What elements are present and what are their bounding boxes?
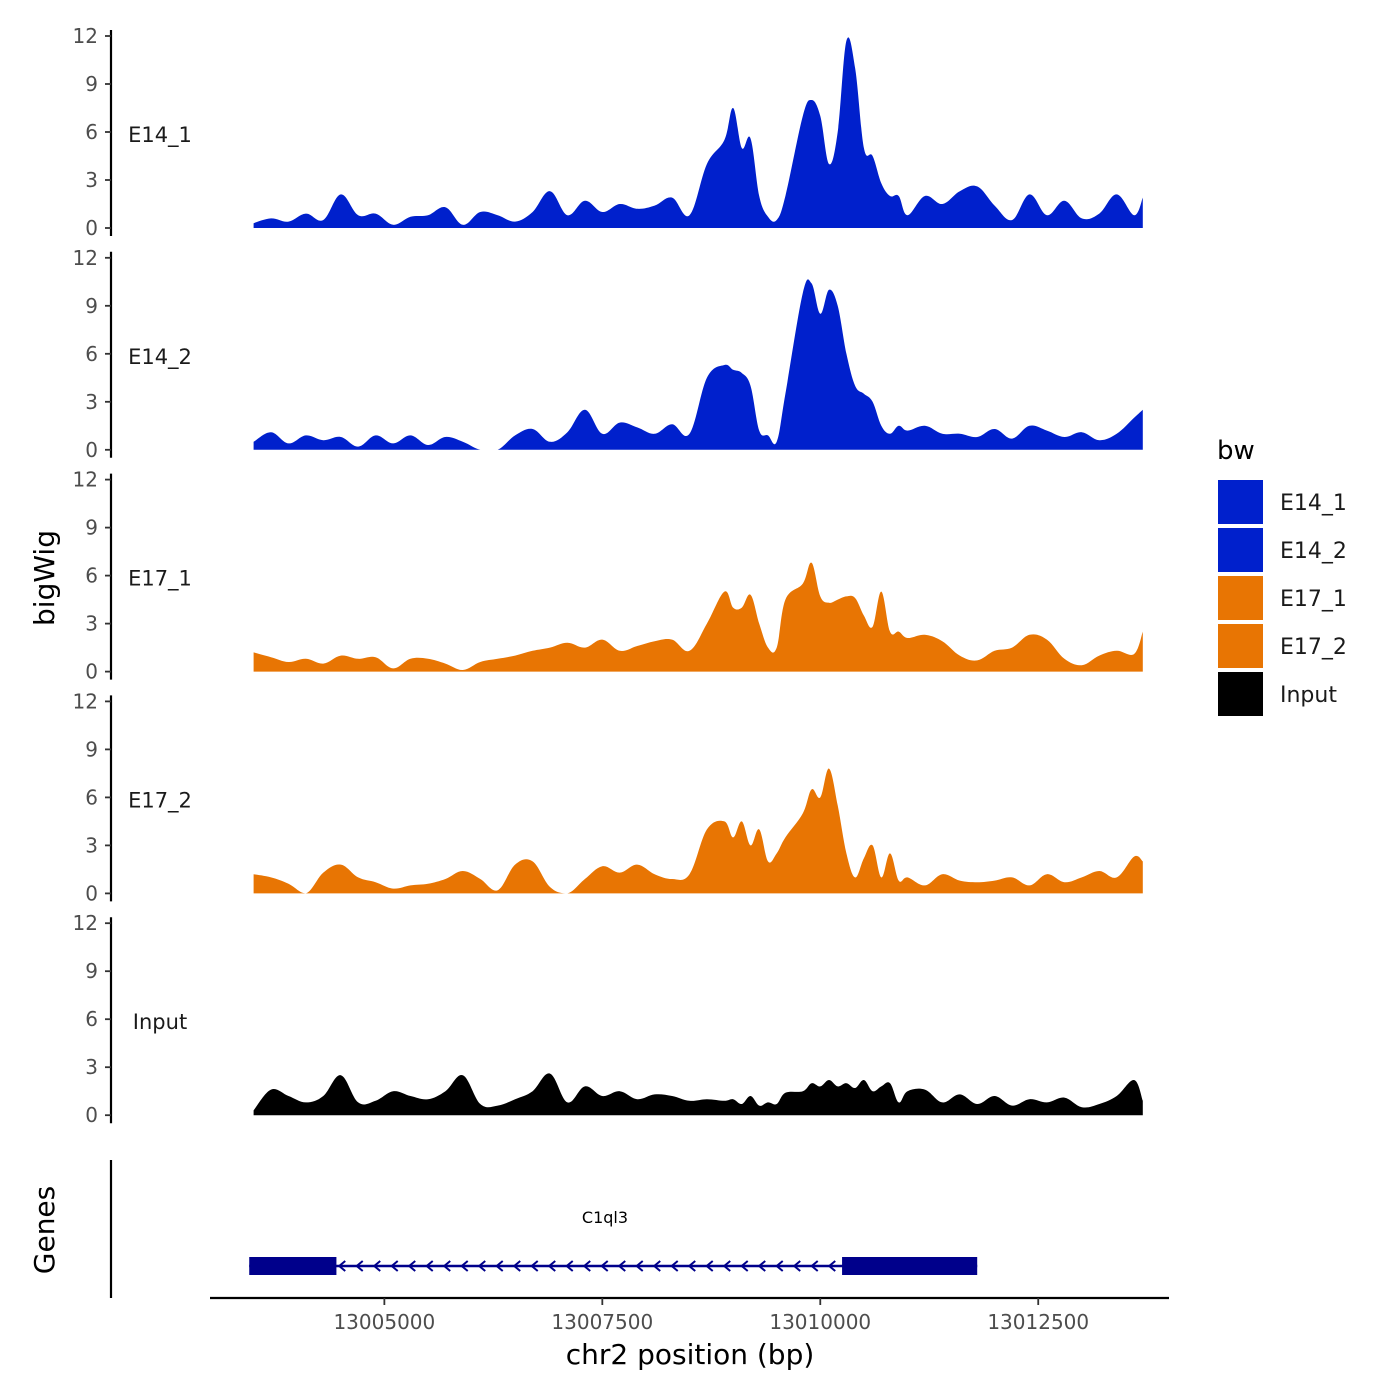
strand-arrow (792, 1260, 801, 1272)
area-Input (253, 1073, 1143, 1116)
y-tick-label: 3 (85, 390, 98, 414)
strand-arrow (407, 1260, 416, 1272)
y-tick-label: 12 (73, 246, 98, 270)
strand-arrow (740, 1260, 749, 1272)
track-label: E17_1 (128, 567, 192, 592)
strand-arrow (582, 1260, 591, 1272)
strand-arrow (670, 1260, 679, 1272)
track-E17_2: 0 3 6 9 12 E17_2 (73, 689, 1143, 905)
legend-swatch-E17_2 (1218, 624, 1263, 668)
track-label: Input (133, 1010, 187, 1034)
strand-arrow (355, 1260, 364, 1272)
strand-arrow (460, 1260, 469, 1272)
y-tick-label: 6 (85, 342, 98, 366)
y-tick-label: 3 (85, 612, 98, 636)
gene-C1ql3: C1ql3 (249, 1208, 978, 1275)
y-tick-label: 9 (85, 959, 98, 983)
strand-arrow (687, 1260, 696, 1272)
y-tick-label: 6 (85, 785, 98, 809)
legend-label-E17_2: E17_2 (1280, 635, 1347, 660)
y-tick-label: 0 (85, 216, 98, 240)
y-tick-label: 3 (85, 168, 98, 192)
strand-arrow (775, 1260, 784, 1272)
track-Input: 0 3 6 9 12 Input (73, 911, 1143, 1127)
area-E17_1 (253, 562, 1143, 672)
strand-arrow (757, 1260, 766, 1272)
track-E14_1: 0 3 6 9 12 E14_1 (73, 24, 1143, 240)
y-tick-label: 0 (85, 1103, 98, 1127)
y-tick-label: 9 (85, 72, 98, 96)
y-tick-label: 6 (85, 564, 98, 588)
track-label: E17_2 (128, 788, 192, 813)
area-E14_2 (253, 279, 1143, 450)
legend: bw E14_1 E14_2 E17_1 E17_2 Input (1217, 436, 1347, 716)
legend-swatch-E14_1 (1218, 480, 1263, 524)
strand-arrow (635, 1260, 644, 1272)
signal-tracks: 0 3 6 9 12 E14_1 0 3 6 9 12 E14_2 0 3 6 9 12 E17_1 0 3 6 9 12 E… (73, 24, 1143, 1127)
y-tick-label: 12 (73, 24, 98, 48)
y-tick-label: 12 (73, 689, 98, 713)
area-E14_1 (253, 37, 1143, 229)
strand-arrow (617, 1260, 626, 1272)
x-axis-title: chr2 position (bp) (566, 1338, 815, 1371)
x-tick-label: 13005000 (333, 1310, 435, 1334)
gene-exon (249, 1257, 337, 1275)
legend-label-E14_2: E14_2 (1280, 539, 1347, 564)
legend-swatch-E17_1 (1218, 576, 1263, 620)
y-tick-label: 9 (85, 294, 98, 318)
track-label: E14_2 (128, 345, 192, 370)
gene-track: C1ql3 (109, 1160, 978, 1298)
strand-arrow (337, 1260, 346, 1272)
track-E17_1: 0 3 6 9 12 E17_1 (73, 468, 1143, 684)
strand-arrow (495, 1260, 504, 1272)
strand-arrow (565, 1260, 574, 1272)
y-tick-label: 12 (73, 468, 98, 492)
strand-arrow (722, 1260, 731, 1272)
strand-arrow (477, 1260, 486, 1272)
gene-label: C1ql3 (582, 1208, 628, 1227)
y-tick-label: 3 (85, 833, 98, 857)
legend-swatch-Input (1218, 672, 1263, 716)
y-axis-title: bigWig (28, 530, 61, 626)
strand-arrow (390, 1260, 399, 1272)
strand-arrow (372, 1260, 381, 1272)
strand-arrow (827, 1260, 836, 1272)
area-E17_2 (253, 768, 1143, 894)
x-tick-label: 13010000 (769, 1310, 871, 1334)
strand-arrow (425, 1260, 434, 1272)
strand-arrow (530, 1260, 539, 1272)
y-tick-label: 0 (85, 660, 98, 684)
y-tick-label: 9 (85, 516, 98, 540)
strand-arrow (600, 1260, 609, 1272)
y-tick-label: 0 (85, 881, 98, 905)
strand-arrow (547, 1260, 556, 1272)
genes-axis-title: Genes (28, 1186, 61, 1274)
y-tick-label: 12 (73, 911, 98, 935)
gene-exon (842, 1257, 978, 1275)
legend-swatch-E14_2 (1218, 528, 1263, 572)
strand-arrow (442, 1260, 451, 1272)
legend-label-E17_1: E17_1 (1280, 587, 1347, 612)
y-tick-label: 6 (85, 120, 98, 144)
strand-arrow (705, 1260, 714, 1272)
y-tick-label: 3 (85, 1055, 98, 1079)
strand-arrow (810, 1260, 819, 1272)
legend-title: bw (1217, 436, 1255, 466)
y-tick-label: 6 (85, 1007, 98, 1031)
y-tick-label: 9 (85, 737, 98, 761)
legend-label-Input: Input (1280, 683, 1337, 708)
x-tick-label: 13012500 (987, 1310, 1089, 1334)
track-label: E14_1 (128, 123, 192, 148)
y-tick-label: 0 (85, 438, 98, 462)
legend-label-E14_1: E14_1 (1280, 491, 1347, 516)
x-tick-label: 13007500 (551, 1310, 653, 1334)
strand-arrow (652, 1260, 661, 1272)
x-axis: 13005000 13007500 13010000 13012500 (210, 1296, 1169, 1334)
strand-arrow (512, 1260, 521, 1272)
track-E14_2: 0 3 6 9 12 E14_2 (73, 246, 1143, 462)
